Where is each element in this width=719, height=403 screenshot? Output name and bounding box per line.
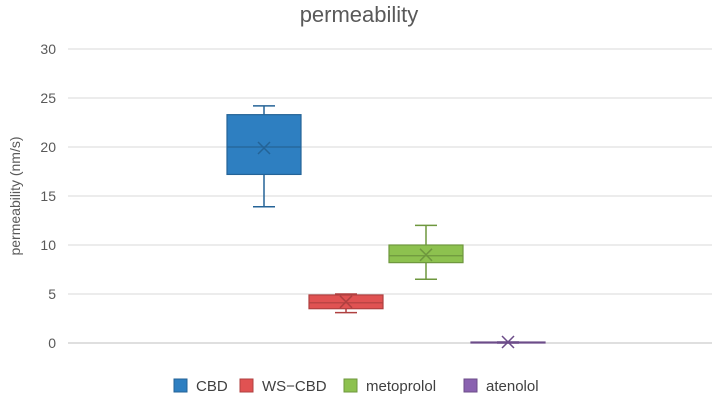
y-tick-label: 5	[48, 286, 56, 302]
y-axis-ticks: 0 5 10 15 20 25 30	[40, 41, 56, 351]
box-ws-cbd	[308, 293, 384, 314]
box-atenolol	[470, 335, 546, 349]
box-cbd	[226, 105, 302, 208]
legend-item: metoprolol	[343, 378, 436, 395]
legend-item: WS−CBD	[239, 378, 327, 395]
legend-swatch	[463, 378, 478, 393]
y-tick-label: 15	[40, 188, 56, 204]
y-tick-label: 10	[40, 237, 56, 253]
mean-marker	[419, 248, 433, 262]
y-tick-label: 25	[40, 90, 56, 106]
legend-swatch	[343, 378, 358, 393]
legend-label: WS−CBD	[262, 378, 327, 395]
legend-label: metoprolol	[366, 378, 436, 395]
box-metoprolol	[388, 224, 464, 281]
iqr-box	[226, 114, 302, 176]
legend-swatch	[173, 378, 188, 393]
y-tick-label: 30	[40, 41, 56, 57]
box-plots	[226, 105, 546, 349]
y-tick-label: 20	[40, 139, 56, 155]
y-axis-label: permeability (nm/s)	[7, 136, 23, 255]
legend: CBD WS−CBD metoprolol atenolol	[173, 378, 539, 395]
legend-label: CBD	[196, 378, 228, 395]
chart-title: permeability	[300, 2, 419, 27]
mean-marker	[501, 335, 515, 349]
legend-item: atenolol	[463, 378, 539, 395]
mean-marker	[257, 141, 271, 155]
mean-marker	[339, 295, 353, 309]
legend-label: atenolol	[486, 378, 539, 395]
gridlines	[68, 48, 712, 344]
legend-swatch	[239, 378, 254, 393]
y-tick-label: 0	[48, 335, 56, 351]
legend-item: CBD	[173, 378, 228, 395]
